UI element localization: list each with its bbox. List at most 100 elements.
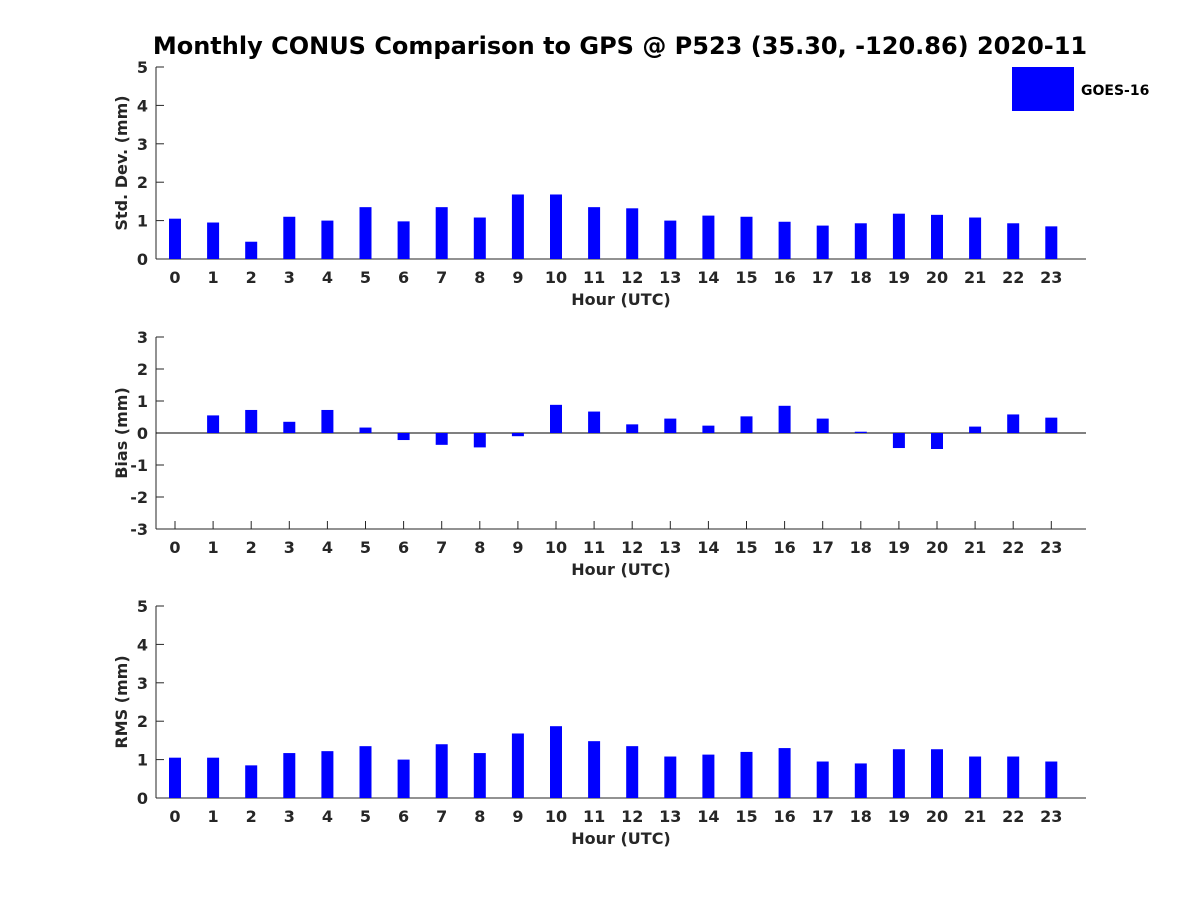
std-dev-x-tick-label: 5 bbox=[360, 268, 371, 287]
rms-x-tick-label: 22 bbox=[1002, 807, 1024, 826]
bias-y-tick-label: 3 bbox=[137, 328, 148, 347]
rms-x-tick-label: 11 bbox=[583, 807, 605, 826]
bias-bar bbox=[511, 433, 524, 437]
std-dev-y-tick-label: 0 bbox=[137, 250, 148, 269]
std-dev-x-tick-label: 1 bbox=[208, 268, 219, 287]
std-dev-x-tick-label: 7 bbox=[436, 268, 447, 287]
rms-x-tick-label: 8 bbox=[474, 807, 485, 826]
std-dev-x-tick-label: 12 bbox=[621, 268, 643, 287]
chart-title: Monthly CONUS Comparison to GPS @ P523 (… bbox=[153, 32, 1087, 60]
rms-x-tick-label: 15 bbox=[735, 807, 757, 826]
rms-x-tick-label: 21 bbox=[964, 807, 986, 826]
rms-x-tick-label: 0 bbox=[169, 807, 180, 826]
rms-bar bbox=[511, 733, 524, 798]
bias-x-tick-label: 0 bbox=[169, 538, 180, 557]
bias-bar bbox=[550, 404, 562, 433]
rms-y-tick-label: 5 bbox=[137, 597, 148, 616]
std-dev-x-tick-label: 15 bbox=[735, 268, 757, 287]
rms-bar bbox=[931, 749, 943, 798]
std-dev-bar bbox=[207, 222, 220, 259]
std-dev-bar bbox=[169, 218, 181, 259]
std-dev-y-tick-label: 2 bbox=[137, 173, 148, 192]
std-dev-x-tick-label: 9 bbox=[512, 268, 523, 287]
rms-bar bbox=[321, 751, 334, 798]
rms-x-axis-label: Hour (UTC) bbox=[571, 829, 671, 848]
rms-x-tick-label: 20 bbox=[926, 807, 948, 826]
bias-x-tick-label: 4 bbox=[322, 538, 333, 557]
bias-x-tick-label: 5 bbox=[360, 538, 371, 557]
rms-x-tick-label: 23 bbox=[1040, 807, 1062, 826]
bias-x-tick-label: 20 bbox=[926, 538, 948, 557]
legend-label: GOES-16 bbox=[1081, 83, 1149, 99]
bias-x-tick-label: 1 bbox=[208, 538, 219, 557]
std-dev-bar bbox=[245, 241, 258, 259]
std-dev-bar bbox=[740, 216, 753, 259]
std-dev-x-tick-label: 10 bbox=[545, 268, 567, 287]
bias-y-axis-label: Bias (mm) bbox=[112, 387, 131, 479]
std-dev-bar bbox=[969, 217, 982, 259]
legend-swatch bbox=[1012, 67, 1074, 111]
std-dev-bar bbox=[702, 215, 715, 259]
std-dev-bar bbox=[321, 220, 334, 259]
bias-y-tick-label: 1 bbox=[137, 392, 148, 411]
rms-x-tick-label: 9 bbox=[512, 807, 523, 826]
rms-bar bbox=[550, 726, 562, 798]
bias-bar bbox=[626, 424, 639, 433]
bias-x-tick-label: 22 bbox=[1002, 538, 1024, 557]
std-dev-x-tick-label: 13 bbox=[659, 268, 681, 287]
std-dev-x-tick-label: 0 bbox=[169, 268, 180, 287]
std-dev-x-tick-label: 8 bbox=[474, 268, 485, 287]
rms-x-tick-label: 1 bbox=[208, 807, 219, 826]
rms-x-tick-label: 5 bbox=[360, 807, 371, 826]
bias-x-tick-label: 18 bbox=[850, 538, 872, 557]
rms-y-tick-label: 3 bbox=[137, 674, 148, 693]
bias-bar bbox=[740, 416, 753, 433]
std-dev-bar bbox=[473, 217, 486, 259]
rms-bar bbox=[854, 763, 867, 798]
bias-x-tick-label: 3 bbox=[284, 538, 295, 557]
rms-bar bbox=[969, 756, 982, 798]
rms-y-tick-label: 0 bbox=[137, 789, 148, 808]
bias-x-tick-label: 8 bbox=[474, 538, 485, 557]
std-dev-bar bbox=[435, 207, 448, 259]
rms-bar bbox=[435, 744, 448, 798]
bias-bar bbox=[283, 421, 296, 433]
std-dev-bar bbox=[892, 213, 905, 259]
bias-x-tick-label: 13 bbox=[659, 538, 681, 557]
std-dev-bar bbox=[1007, 223, 1020, 259]
std-dev-bar bbox=[588, 207, 601, 259]
std-dev-bar bbox=[778, 221, 791, 259]
rms-y-tick-label: 2 bbox=[137, 712, 148, 731]
bias-x-tick-label: 2 bbox=[246, 538, 257, 557]
bias-bar bbox=[245, 409, 258, 433]
bias-bar bbox=[397, 433, 410, 441]
rms-x-tick-label: 16 bbox=[773, 807, 795, 826]
rms-bar bbox=[1045, 761, 1058, 798]
rms-bar bbox=[169, 757, 181, 798]
std-dev-x-tick-label: 6 bbox=[398, 268, 409, 287]
std-dev-bar bbox=[931, 214, 943, 259]
bias-bar bbox=[207, 415, 220, 433]
rms-bar bbox=[702, 754, 715, 798]
std-dev-bar bbox=[664, 220, 677, 259]
bias-bar bbox=[969, 426, 982, 433]
std-dev-x-tick-label: 21 bbox=[964, 268, 986, 287]
bias-y-tick-label: 0 bbox=[137, 424, 148, 443]
rms-bar bbox=[1007, 756, 1020, 798]
std-dev-bar bbox=[397, 221, 410, 259]
std-dev-x-tick-label: 18 bbox=[850, 268, 872, 287]
bias-bar bbox=[664, 418, 677, 433]
bias-y-tick-label: -1 bbox=[130, 456, 148, 475]
rms-y-tick-label: 4 bbox=[137, 635, 148, 654]
rms-bar bbox=[207, 757, 220, 798]
bias-bar bbox=[435, 433, 448, 445]
std-dev-bar bbox=[511, 194, 524, 259]
bias-x-tick-label: 6 bbox=[398, 538, 409, 557]
bias-x-tick-label: 17 bbox=[812, 538, 834, 557]
rms-bar bbox=[245, 765, 258, 798]
rms-bar bbox=[283, 753, 296, 798]
bias-x-tick-label: 15 bbox=[735, 538, 757, 557]
